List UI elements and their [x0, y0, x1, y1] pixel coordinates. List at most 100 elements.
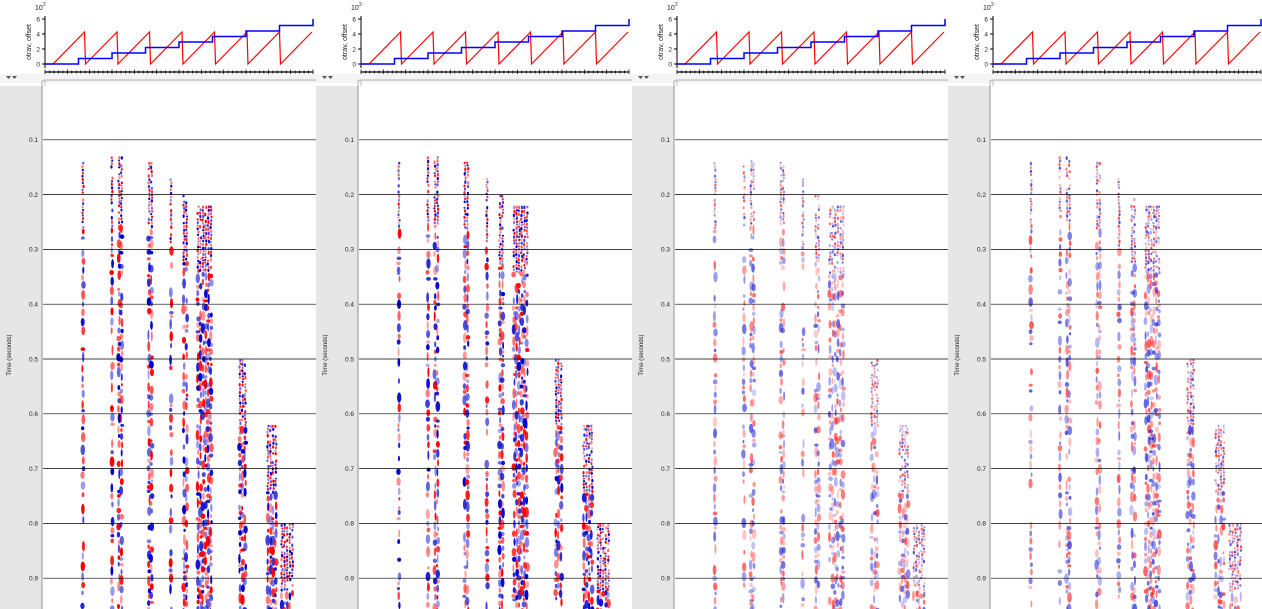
wiggle-lobe	[271, 517, 275, 521]
wiggle-lobe	[184, 266, 188, 272]
time-tick-label: 0.5	[661, 356, 670, 363]
wiggle-lobe	[918, 561, 921, 565]
header-exponent-power: 2	[991, 2, 994, 8]
wiggle-lobe	[827, 411, 832, 418]
wiggle-lobe	[1144, 265, 1147, 270]
wiggle-lobe	[514, 458, 519, 462]
wiggle-lobe	[518, 296, 521, 306]
time-tick-label: 0.2	[661, 192, 670, 199]
wiggle-lobe	[283, 587, 286, 591]
wiggle-lobe	[241, 369, 244, 373]
seismic-canvas[interactable]	[43, 86, 315, 609]
wiggle-lobe	[484, 362, 489, 368]
wiggle-lobe	[831, 222, 834, 225]
wiggle-lobe	[465, 596, 470, 606]
wiggle-lobe	[117, 287, 121, 291]
wiggle-lobe	[517, 555, 521, 563]
wiggle-lobe	[1228, 561, 1231, 565]
wiggle-lobe	[834, 524, 837, 532]
wiggle-lobe	[1219, 504, 1224, 514]
wiggle-lobe	[1147, 544, 1150, 555]
wiggle-lobe	[590, 424, 593, 427]
wiggle-lobe	[147, 307, 152, 315]
wiggle-lobe	[436, 425, 440, 429]
wiggle-lobe	[817, 256, 820, 260]
wiggle-lobe	[1130, 400, 1133, 408]
wiggle-lobe	[912, 550, 915, 555]
wiggle-lobe	[1066, 530, 1072, 541]
seismic-canvas[interactable]	[991, 86, 1262, 609]
wiggle-lobe	[834, 284, 837, 292]
wiggle-lobe	[517, 602, 520, 608]
wiggle-lobe	[201, 310, 206, 321]
wiggle-lobe	[1158, 266, 1161, 271]
wiggle-lobe	[513, 242, 516, 245]
wiggle-lobe	[81, 168, 84, 172]
wiggle-lobe	[182, 203, 185, 207]
wiggle-lobe	[80, 561, 86, 572]
wiggle-lobe	[1231, 550, 1234, 555]
wiggle-lobe	[1148, 256, 1151, 261]
wiggle-lobe	[110, 180, 114, 183]
wiggle-lobe	[485, 404, 488, 408]
collapse-arrows-icon[interactable]	[954, 76, 965, 79]
wiggle-lobe	[1151, 444, 1157, 448]
wiggle-lobe	[1143, 382, 1147, 391]
wiggle-lobe	[801, 377, 805, 387]
wiggle-lobe	[1029, 405, 1034, 412]
wiggle-lobe	[196, 465, 201, 470]
wiggle-lobe	[241, 505, 244, 511]
collapse-arrows-icon[interactable]	[6, 76, 17, 79]
wiggle-lobe	[169, 198, 172, 203]
time-tick-label: 0.7	[29, 466, 38, 473]
wiggle-lobe	[463, 206, 466, 209]
wiggle-lobe	[782, 165, 785, 169]
wiggle-lobe	[557, 582, 560, 590]
wiggle-lobe	[906, 489, 910, 494]
wiggle-lobe	[199, 541, 203, 552]
wiggle-lobe	[427, 183, 430, 187]
wiggle-lobe	[782, 470, 785, 479]
collapse-arrows-icon[interactable]	[322, 76, 333, 79]
wiggle-lobe	[269, 586, 272, 597]
wiggle-lobe	[1029, 342, 1033, 346]
wiggle-lobe	[463, 245, 468, 249]
wiggle-lobe	[209, 253, 213, 258]
wiggle-lobe	[1152, 305, 1156, 317]
wiggle-lobe	[202, 212, 205, 215]
wiggle-lobe	[1220, 481, 1223, 485]
wiggle-lobe	[782, 318, 786, 328]
wiggle-lobe	[741, 378, 746, 386]
wiggle-lobe	[82, 161, 85, 165]
wiggle-lobe	[1150, 218, 1153, 221]
wiggle-lobe	[588, 567, 591, 572]
wiggle-lobe	[240, 584, 245, 593]
wiggle-lobe	[1118, 398, 1120, 403]
collapse-arrows-icon[interactable]	[638, 76, 649, 79]
wiggle-lobe	[1133, 366, 1136, 375]
wiggle-lobe	[922, 599, 926, 605]
wiggle-lobe	[1144, 310, 1147, 317]
wiggle-lobe	[750, 212, 753, 215]
wiggle-lobe	[900, 600, 905, 609]
wiggle-lobe	[920, 570, 923, 574]
wiggle-lobe	[816, 381, 821, 392]
wiggle-lobe	[467, 340, 470, 347]
wiggle-lobe	[210, 233, 213, 237]
wiggle-lobe	[1094, 457, 1099, 463]
wiggle-lobe	[525, 299, 529, 307]
wiggle-lobe	[588, 442, 591, 445]
wiggle-lobe	[1144, 481, 1148, 486]
seismic-canvas[interactable]	[359, 86, 631, 609]
wiggle-lobe	[1222, 446, 1225, 450]
wiggle-lobe	[500, 350, 505, 354]
wiggle-lobe	[485, 558, 490, 563]
wiggle-lobe	[604, 557, 607, 561]
wiggle-lobe	[829, 425, 832, 436]
wiggle-lobe	[146, 539, 152, 544]
wiggle-lobe	[554, 380, 557, 383]
seismic-canvas[interactable]	[675, 86, 947, 609]
wiggle-lobe	[117, 425, 120, 434]
wiggle-lobe	[835, 314, 840, 318]
wiggle-lobe	[526, 205, 529, 209]
